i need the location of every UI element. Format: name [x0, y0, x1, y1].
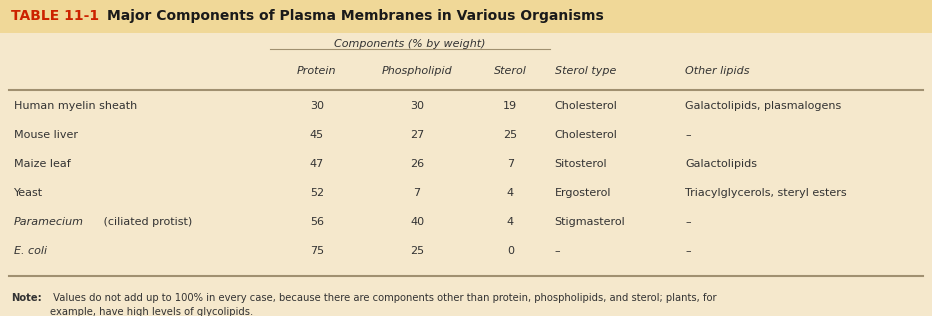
Text: 26: 26: [410, 159, 424, 169]
Text: 27: 27: [410, 130, 424, 140]
Text: Ergosterol: Ergosterol: [555, 188, 611, 198]
Text: –: –: [685, 130, 691, 140]
Text: –: –: [685, 246, 691, 256]
Text: Galactolipids: Galactolipids: [685, 159, 757, 169]
Text: 56: 56: [309, 217, 324, 227]
Text: 7: 7: [414, 188, 420, 198]
Text: TABLE 11-1: TABLE 11-1: [11, 9, 100, 23]
Text: Triacylglycerols, steryl esters: Triacylglycerols, steryl esters: [685, 188, 846, 198]
Text: 47: 47: [309, 159, 324, 169]
Text: Paramecium: Paramecium: [14, 217, 84, 227]
Text: 30: 30: [410, 101, 424, 111]
Text: Major Components of Plasma Membranes in Various Organisms: Major Components of Plasma Membranes in …: [107, 9, 604, 23]
Text: 4: 4: [507, 188, 514, 198]
Text: Cholesterol: Cholesterol: [555, 130, 617, 140]
Text: Yeast: Yeast: [14, 188, 43, 198]
Text: Protein: Protein: [297, 66, 336, 76]
Text: Components (% by weight): Components (% by weight): [335, 39, 486, 49]
Text: 52: 52: [309, 188, 324, 198]
Text: –: –: [555, 246, 560, 256]
Text: 40: 40: [410, 217, 424, 227]
Text: 25: 25: [410, 246, 424, 256]
Text: 0: 0: [507, 246, 514, 256]
Text: 75: 75: [309, 246, 324, 256]
Text: (ciliated protist): (ciliated protist): [100, 217, 192, 227]
Text: Values do not add up to 100% in every case, because there are components other t: Values do not add up to 100% in every ca…: [50, 293, 717, 316]
Text: Sterol type: Sterol type: [555, 66, 616, 76]
Text: 4: 4: [507, 217, 514, 227]
Text: Stigmasterol: Stigmasterol: [555, 217, 625, 227]
Text: Sitosterol: Sitosterol: [555, 159, 607, 169]
Text: Sterol: Sterol: [494, 66, 527, 76]
Text: E. coli: E. coli: [14, 246, 48, 256]
Text: 45: 45: [309, 130, 324, 140]
Text: Other lipids: Other lipids: [685, 66, 749, 76]
Text: 30: 30: [309, 101, 324, 111]
Text: Galactolipids, plasmalogens: Galactolipids, plasmalogens: [685, 101, 842, 111]
Text: Human myelin sheath: Human myelin sheath: [14, 101, 137, 111]
Text: Phospholipid: Phospholipid: [382, 66, 452, 76]
Text: 7: 7: [507, 159, 514, 169]
Text: Cholesterol: Cholesterol: [555, 101, 617, 111]
Text: 25: 25: [503, 130, 517, 140]
Bar: [0, 0, 932, 33]
Text: Note:: Note:: [11, 293, 42, 303]
Text: 19: 19: [503, 101, 517, 111]
Text: –: –: [685, 217, 691, 227]
Text: Mouse liver: Mouse liver: [14, 130, 78, 140]
Text: Maize leaf: Maize leaf: [14, 159, 71, 169]
